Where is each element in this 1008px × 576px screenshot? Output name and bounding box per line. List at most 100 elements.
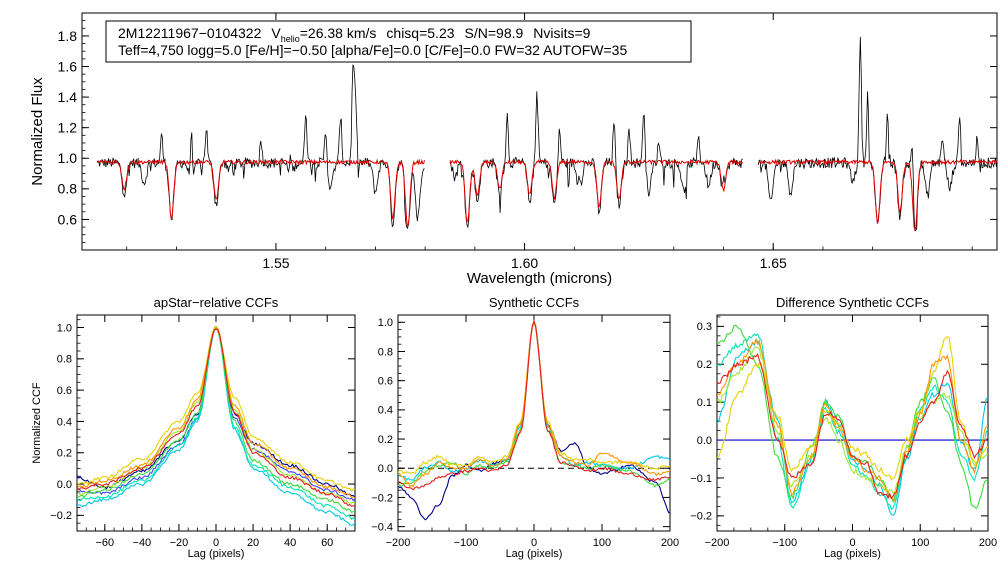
spectrum-ytick-label: 1.6 <box>58 58 78 74</box>
ccf_synthetic-frame <box>397 314 671 532</box>
spectrum-chart: 1.55 1.60 1.65 0.6 0.8 1.0 1.2 1.4 1.6 1.8 Wavelen… <box>29 12 998 287</box>
ccf_synthetic-chart: −200 −100 0 100 200 −0.4 −0.2 0.0 0.2 0.4 0.6 0.8 1.… <box>371 295 679 560</box>
ccf_apstar-ytick-label: −0.2 <box>50 510 72 522</box>
ccf_synthetic-xtick-label: −200 <box>386 537 411 549</box>
ccf_difference-ytick-label: −0.2 <box>690 511 712 523</box>
ccf_apstar-series-1 <box>77 325 355 498</box>
vhelio-label: V <box>271 25 281 41</box>
ccf_synthetic-ytick-label: 1.0 <box>378 317 393 329</box>
spectrum-plot-area <box>96 36 997 232</box>
vhelio-value: =26.38 km/s <box>300 25 377 41</box>
header-box-frame <box>105 20 692 63</box>
ccf_synthetic-ytick-label: −0.4 <box>371 521 393 533</box>
ccf_synthetic-ytick-label: 0.4 <box>378 405 393 417</box>
spectrum-ytick-label: 1.8 <box>58 28 78 44</box>
ccf_synthetic-xtick-label: 100 <box>593 537 611 549</box>
ccf_apstar-xlabel: Lag (pixels) <box>188 548 245 560</box>
ccf_synthetic-series-1 <box>398 321 670 521</box>
ccf_synthetic-ytick-label: 0.6 <box>378 376 393 388</box>
header-line-2: Teff=4,750 logg=5.0 [Fe/H]=−0.50 [alpha/… <box>118 42 627 58</box>
ccf_apstar-ytick-label: 0.6 <box>57 385 72 397</box>
vhelio-subscript: helio <box>281 34 300 44</box>
ccf_apstar-series-3 <box>77 326 355 526</box>
ccf_difference-xtick-label: −200 <box>705 537 730 549</box>
ccf_difference-series-4 <box>717 324 988 510</box>
ccf_apstar-xtick-label: 20 <box>247 537 259 549</box>
ccf_synthetic-xtick-label: 200 <box>661 537 679 549</box>
ccf_synthetic-xtick-label: −100 <box>454 537 479 549</box>
ccf_difference-series-8 <box>717 353 988 500</box>
ccf_apstar-xtick-label: 60 <box>321 537 333 549</box>
nvisits-value: Nvisits=9 <box>533 25 590 41</box>
ccf_difference-ytick-label: 0.1 <box>697 397 712 409</box>
spectrum-xtick-label: 1.60 <box>511 255 538 271</box>
ccf_apstar-ytick-label: 0.0 <box>57 479 72 491</box>
ccf_difference-ytick-label: 0.3 <box>697 321 712 333</box>
spectrum-observed-chip-2 <box>449 91 743 229</box>
ccf_apstar-title: apStar−relative CCFs <box>154 295 279 310</box>
ccf_difference-xtick-label: 100 <box>911 537 929 549</box>
spectrum-ytick-label: 0.8 <box>58 181 78 197</box>
ccf_synthetic-xtick-label: 0 <box>531 537 537 549</box>
ccf_apstar-chart: −60 −40 −20 0 20 40 60 −0.2 0.0 0.2 0.4 0.6 0.8 1.0 La… <box>31 295 356 560</box>
spectrum-model-chip-3 <box>758 158 997 232</box>
ccf_apstar-series-5 <box>77 327 355 514</box>
ccf_difference-ytick-label: −0.1 <box>690 473 712 485</box>
ccf_synthetic-ytick-label: −0.2 <box>371 492 393 504</box>
spectrum-ytick-label: 1.2 <box>58 120 78 136</box>
snr-value: S/N=98.9 <box>465 25 524 41</box>
ccf_difference-title: Difference Synthetic CCFs <box>776 295 929 310</box>
ccf_synthetic-ytick-label: 0.8 <box>378 346 393 358</box>
ccf_difference-series-3 <box>717 333 988 511</box>
ccf_apstar-series-4 <box>77 328 355 521</box>
ccf_apstar-ylabel: Normalized CCF <box>31 382 43 464</box>
ccf_synthetic-title: Synthetic CCFs <box>489 295 580 310</box>
ccf_synthetic-ytick-label: 0.2 <box>378 434 393 446</box>
spectrum-xtick-label: 1.55 <box>262 255 289 271</box>
ccf_difference-xtick-label: 200 <box>979 537 997 549</box>
spectrum-model-chip-1 <box>96 158 426 227</box>
ccf_apstar-ytick-label: 0.4 <box>57 416 72 428</box>
ccf_apstar-plot-area <box>77 325 355 526</box>
ccf_difference-series-5 <box>717 346 988 495</box>
spectrum-observed-chip-1 <box>96 64 425 230</box>
ccf_apstar-ytick-label: 0.2 <box>57 448 72 460</box>
ccf_difference-xlabel: Lag (pixels) <box>824 548 881 560</box>
spectrum-xtick-label: 1.65 <box>760 255 787 271</box>
ccf_apstar-series-7 <box>77 325 355 492</box>
spectrum-ylabel: Normalized Flux <box>29 77 46 186</box>
ccf_synthetic-xlabel: Lag (pixels) <box>506 548 563 560</box>
ccf_apstar-xtick-label: −20 <box>170 537 189 549</box>
spectrum-ytick-label: 0.6 <box>58 211 78 227</box>
ccf_synthetic-series-6 <box>398 319 670 491</box>
spectrum-ytick-label: 1.4 <box>58 89 78 105</box>
ccf_apstar-xtick-label: 0 <box>213 537 219 549</box>
spectrum-ytick-label: 1.0 <box>58 150 78 166</box>
ccf_difference-ytick-label: 0.0 <box>697 435 712 447</box>
spectrum-header-box: 2M12211967−0104322 Vhelio=26.38 km/s chisq… <box>105 20 692 63</box>
ccf_apstar-xtick-label: −60 <box>95 537 114 549</box>
ccf_difference-xtick-label: 0 <box>849 537 855 549</box>
spectrum-model-chip-2 <box>449 158 744 223</box>
header-line-1: 2M12211967−0104322 Vhelio=26.38 km/s chisq… <box>118 25 591 44</box>
ccf_apstar-xtick-label: −40 <box>133 537 152 549</box>
ccf_difference-plot-area <box>717 324 988 516</box>
ccf_difference-chart: −200 −100 0 100 200 −0.2 −0.1 0.0 0.1 0.2 0.3 Lag (… <box>690 295 997 560</box>
ccf_synthetic-plot-area <box>398 319 670 521</box>
ccf_synthetic-ytick-label: 0.0 <box>378 463 393 475</box>
ccf_apstar-series-9 <box>77 328 355 507</box>
ccf_difference-series-7 <box>717 338 988 503</box>
ccf_apstar-ytick-label: 0.8 <box>57 354 72 366</box>
ccf_difference-ytick-label: 0.2 <box>697 359 712 371</box>
ccf_difference-xtick-label: −100 <box>772 537 797 549</box>
ccf_apstar-series-8 <box>77 327 355 499</box>
chisq-value: chisq=5.23 <box>386 25 454 41</box>
spectrum-frame <box>81 12 998 251</box>
ccf_synthetic-series-4 <box>398 320 670 475</box>
ccf_apstar-series-2 <box>77 326 355 502</box>
ccf_apstar-xtick-label: 40 <box>284 537 296 549</box>
ccf_apstar-ytick-label: 1.0 <box>57 322 72 334</box>
star-id: 2M12211967−0104322 <box>118 25 262 41</box>
spectrum-xlabel: Wavelength (microns) <box>467 270 612 287</box>
